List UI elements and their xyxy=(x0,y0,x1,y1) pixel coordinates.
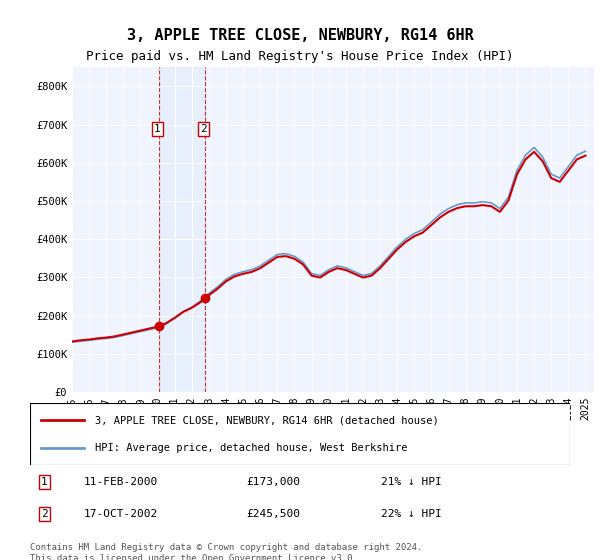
Text: 1: 1 xyxy=(41,477,47,487)
Text: 11-FEB-2000: 11-FEB-2000 xyxy=(84,477,158,487)
Text: Price paid vs. HM Land Registry's House Price Index (HPI): Price paid vs. HM Land Registry's House … xyxy=(86,50,514,63)
Text: 2: 2 xyxy=(200,124,207,134)
Text: 3, APPLE TREE CLOSE, NEWBURY, RG14 6HR: 3, APPLE TREE CLOSE, NEWBURY, RG14 6HR xyxy=(127,28,473,43)
Text: 2: 2 xyxy=(41,509,47,519)
Text: 1: 1 xyxy=(154,124,161,134)
Text: 22% ↓ HPI: 22% ↓ HPI xyxy=(381,509,442,519)
Bar xyxy=(159,67,205,392)
FancyBboxPatch shape xyxy=(30,403,570,465)
Text: Contains HM Land Registry data © Crown copyright and database right 2024.
This d: Contains HM Land Registry data © Crown c… xyxy=(30,543,422,560)
Text: £245,500: £245,500 xyxy=(246,509,300,519)
Text: 3, APPLE TREE CLOSE, NEWBURY, RG14 6HR (detached house): 3, APPLE TREE CLOSE, NEWBURY, RG14 6HR (… xyxy=(95,416,439,426)
Text: 17-OCT-2002: 17-OCT-2002 xyxy=(84,509,158,519)
Text: HPI: Average price, detached house, West Berkshire: HPI: Average price, detached house, West… xyxy=(95,442,407,452)
Text: 21% ↓ HPI: 21% ↓ HPI xyxy=(381,477,442,487)
Text: £173,000: £173,000 xyxy=(246,477,300,487)
